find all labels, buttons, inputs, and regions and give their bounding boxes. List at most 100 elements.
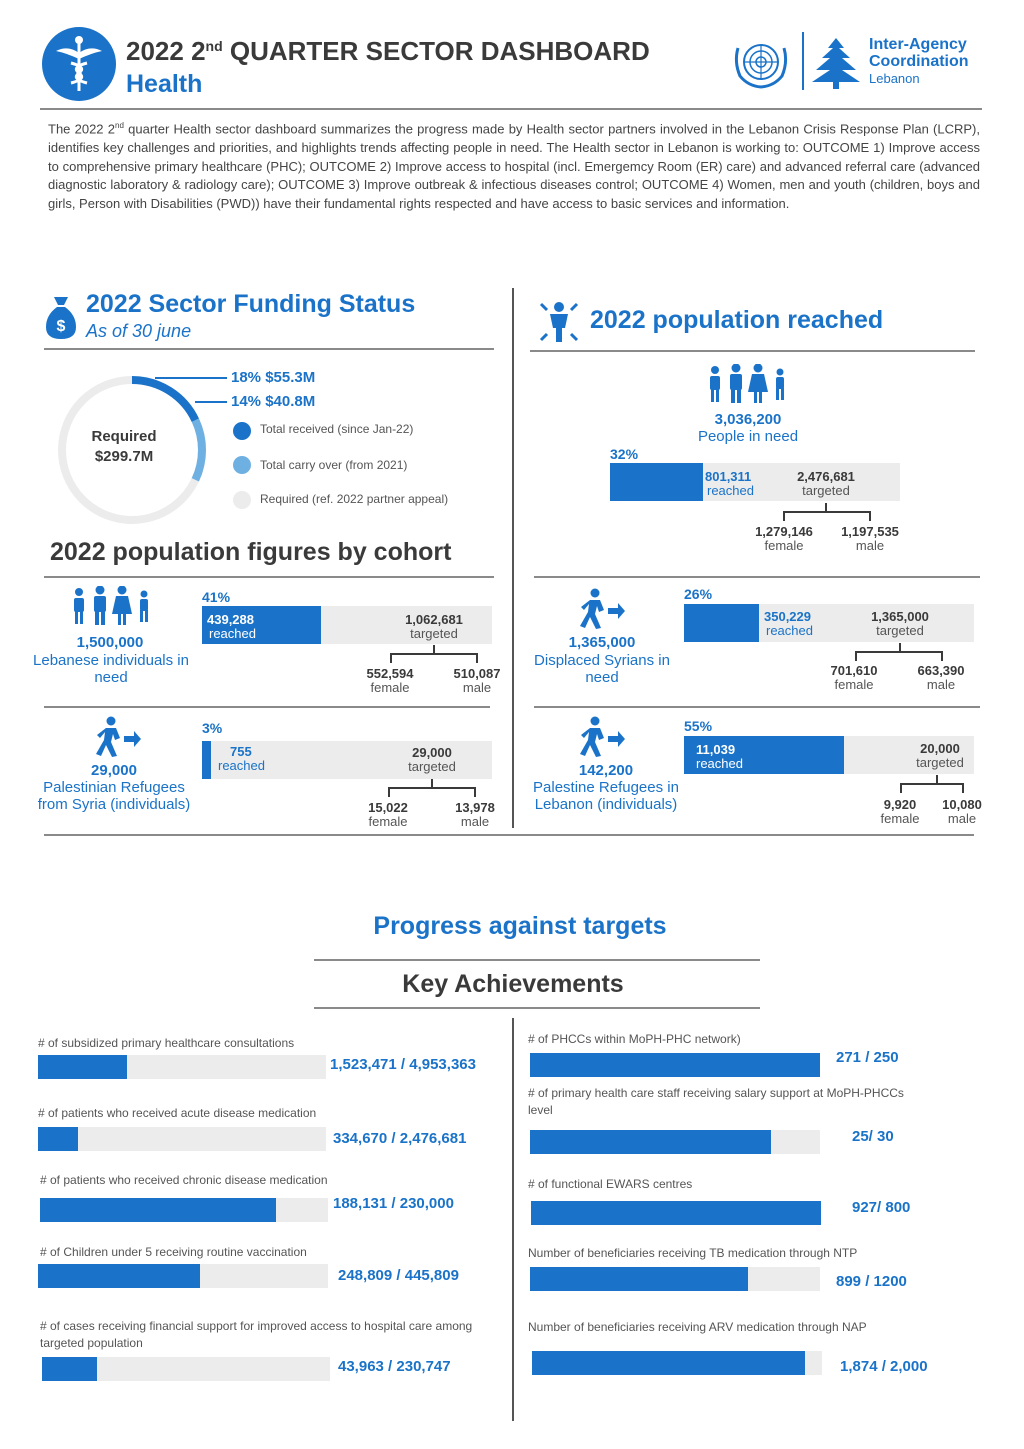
prl-bar-fill bbox=[684, 736, 844, 774]
syrians-targeted-number: 1,365,000 bbox=[871, 609, 929, 624]
intro-paragraph: The 2022 2nd quarter Health sector dashb… bbox=[48, 121, 980, 211]
lebanese-female-number: 552,594 bbox=[366, 666, 414, 681]
achievement-bar-fill bbox=[38, 1127, 79, 1151]
achievement-bar-fill bbox=[530, 1130, 771, 1154]
achievements-title: Key Achievements bbox=[402, 970, 624, 998]
population-male-number: 1,197,535 bbox=[841, 524, 899, 539]
syrians-in-need-number: 1,365,000 bbox=[568, 634, 636, 651]
syrians-male-number: 663,390 bbox=[917, 663, 965, 678]
lebanese-pct: 41% bbox=[202, 589, 231, 605]
population-male-label: male bbox=[855, 538, 885, 553]
prl-reached-number: 11,039 bbox=[696, 742, 736, 757]
achievement-bar-fill bbox=[38, 1055, 128, 1079]
health-sector-logo bbox=[42, 27, 116, 101]
syrians-targeted-label: targeted bbox=[876, 623, 924, 638]
person-reached-icon bbox=[539, 302, 579, 342]
syrians-reached-number: 350,229 bbox=[764, 609, 811, 624]
achievement-label: # of primary health care staff receiving… bbox=[528, 1086, 904, 1117]
achievement-value: 334,670 / 2,476,681 bbox=[333, 1130, 467, 1147]
prs-bracket bbox=[388, 787, 476, 797]
prl-targeted-label: targeted bbox=[916, 755, 964, 770]
carry-leader-line bbox=[195, 401, 227, 403]
prl-targeted-number: 20,000 bbox=[920, 741, 960, 756]
prl-female-label: female bbox=[880, 811, 920, 826]
donut-received-arc bbox=[58, 376, 206, 524]
lebanese-male-number: 510,087 bbox=[453, 666, 501, 681]
achievement-label: # of patients who received acute disease… bbox=[38, 1106, 317, 1120]
org-name-line1: Inter-Agency bbox=[869, 36, 967, 53]
prl-pct: 55% bbox=[684, 718, 713, 734]
prs-pct: 3% bbox=[202, 720, 223, 736]
received-leader-line bbox=[155, 377, 227, 379]
syrians-male-label: male bbox=[926, 677, 956, 692]
legend-received: Total received (since Jan-22) bbox=[260, 422, 414, 436]
org-name-line2: Coordination bbox=[869, 53, 969, 70]
funding-subtitle: As of 30 june bbox=[86, 321, 192, 341]
prl-bracket-stem bbox=[936, 775, 938, 783]
donut-label-required: Required bbox=[91, 428, 157, 445]
lebanese-reached-number: 439,288 bbox=[207, 612, 254, 627]
population-targeted-number: 2,476,681 bbox=[797, 469, 855, 484]
cohort-row-divider-left bbox=[44, 706, 490, 708]
population-bar-fill bbox=[610, 463, 703, 501]
syrians-bracket-stem bbox=[899, 643, 901, 651]
legend-carry: Total carry over (from 2021) bbox=[260, 458, 408, 472]
achievement-value: 248,809 / 445,809 bbox=[338, 1267, 459, 1284]
prs-bar-track bbox=[202, 741, 492, 779]
prs-bracket-stem bbox=[431, 779, 433, 787]
achievement-bar-fill bbox=[530, 1267, 748, 1291]
achievement-label: # of functional EWARS centres bbox=[528, 1177, 693, 1191]
cohort-row-divider-right bbox=[534, 706, 980, 708]
prs-male-label: male bbox=[460, 814, 490, 829]
prl-in-need-number: 142,200 bbox=[578, 762, 634, 779]
legend-dot-carry bbox=[233, 456, 251, 474]
prs-male-number: 13,978 bbox=[455, 800, 495, 815]
sector-name: Health bbox=[126, 70, 203, 98]
syrians-reached-label: reached bbox=[766, 623, 813, 638]
lebanese-bracket-stem bbox=[433, 645, 435, 653]
prl-male-number: 10,080 bbox=[942, 797, 982, 812]
achievement-label: # of cases receiving financial support f… bbox=[40, 1319, 473, 1350]
prs-reached-number: 755 bbox=[230, 744, 252, 759]
cohorts-title: 2022 population figures by cohort bbox=[50, 538, 452, 566]
prs-targeted-number: 29,000 bbox=[412, 745, 452, 760]
people-group-icon bbox=[710, 364, 784, 403]
population-reached-number: 801,311 bbox=[705, 469, 752, 484]
prl-bracket bbox=[900, 783, 964, 793]
cohorts-bottom-divider bbox=[44, 834, 974, 836]
population-reached-pct: 32% bbox=[610, 446, 639, 462]
lebanese-bar-fill bbox=[202, 606, 321, 644]
achievement-value: 1,523,471 / 4,953,363 bbox=[330, 1056, 476, 1073]
svg-text:$: $ bbox=[57, 318, 66, 335]
header-divider bbox=[40, 108, 982, 110]
population-bracket-stem bbox=[825, 503, 827, 511]
org-name-line3: Lebanon bbox=[869, 71, 920, 86]
funding-donut-chart bbox=[58, 376, 206, 524]
lebanese-bracket bbox=[390, 653, 478, 663]
lebanese-in-need-number: 1,500,000 bbox=[76, 634, 144, 651]
prs-in-need-label: Palestinian Refugees from Syria (individ… bbox=[37, 779, 191, 813]
achievement-bar-fill bbox=[38, 1264, 201, 1288]
achievement-bar-fill bbox=[40, 1198, 277, 1222]
column-divider-bottom bbox=[512, 1018, 514, 1421]
population-reached-title: 2022 population reached bbox=[590, 306, 884, 334]
cohorts-divider-left bbox=[44, 576, 494, 578]
achievement-label: # of patients who received chronic disea… bbox=[40, 1173, 328, 1187]
achievement-value: 188,131 / 230,000 bbox=[333, 1195, 454, 1212]
prl-reached-label: reached bbox=[696, 756, 743, 771]
achievement-label: # of subsidized primary healthcare consu… bbox=[38, 1036, 295, 1050]
caduceus-icon bbox=[56, 36, 102, 91]
funding-divider bbox=[44, 348, 494, 350]
population-reached-label: reached bbox=[707, 483, 754, 498]
syrians-female-label: female bbox=[834, 677, 874, 692]
displaced-person-icon bbox=[580, 588, 625, 629]
achievement-label: Number of beneficiaries receiving ARV me… bbox=[528, 1320, 867, 1334]
prs-targeted-label: targeted bbox=[408, 759, 456, 774]
un-emblem-icon bbox=[734, 44, 788, 89]
prs-person-icon bbox=[96, 716, 141, 757]
column-divider-top bbox=[512, 288, 514, 828]
legend-dot-received bbox=[233, 422, 251, 440]
lebanese-male-label: male bbox=[462, 680, 492, 695]
population-in-need-label: People in need bbox=[697, 428, 799, 445]
prs-in-need-number: 29,000 bbox=[91, 762, 137, 779]
